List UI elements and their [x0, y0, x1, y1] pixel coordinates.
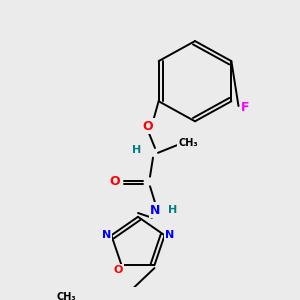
- Text: N: N: [150, 204, 160, 217]
- Text: CH₃: CH₃: [178, 138, 198, 148]
- Text: H: H: [132, 145, 142, 155]
- Text: CH₃: CH₃: [57, 292, 76, 300]
- Text: H: H: [168, 205, 178, 215]
- Text: O: O: [143, 120, 153, 133]
- Text: F: F: [241, 101, 250, 114]
- Text: N: N: [165, 230, 174, 240]
- Text: O: O: [110, 175, 120, 188]
- Text: N: N: [102, 230, 111, 240]
- Text: O: O: [114, 265, 123, 275]
